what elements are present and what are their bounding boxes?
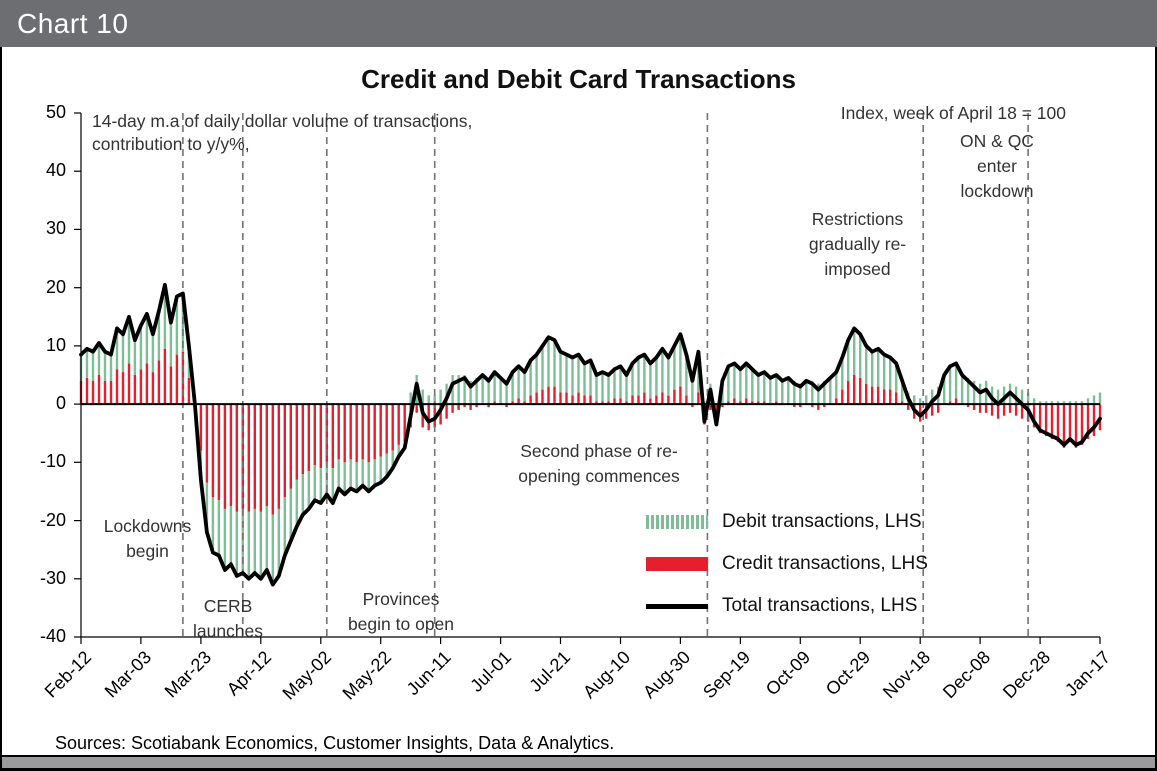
legend-item-total: Total transactions, LHS — [646, 594, 928, 618]
footer-band — [0, 757, 1157, 771]
legend-swatch-credit — [646, 557, 708, 571]
legend-item-label: Total transactions, LHS — [722, 595, 918, 616]
y-axis-tick-label: 30 — [45, 218, 66, 239]
annotation-cerb-launches: CERB launches — [192, 596, 264, 641]
annotation-second-phase: Second phase of re- opening commences — [518, 441, 680, 486]
annotation-on-qc-lockdown: ON & QC enter lockdown — [960, 131, 1034, 201]
legend-swatch-total — [646, 603, 708, 609]
chart-header-bar: Chart 10 — [0, 0, 1157, 47]
legend-swatch-debit — [646, 515, 708, 529]
legend-item-debit: Debit transactions, LHS — [646, 510, 928, 534]
page-border-right — [1155, 47, 1157, 771]
chart-number-label: Chart 10 — [17, 7, 129, 39]
y-axis-tick-label: 10 — [45, 334, 66, 355]
y-axis-tick-label: 20 — [45, 276, 66, 297]
legend-item-credit: Credit transactions, LHS — [646, 552, 928, 576]
dashed-event-lines — [182, 113, 1029, 637]
chart-title: Credit and Debit Card Transactions — [361, 64, 796, 94]
sources-note: Sources: Scotiabank Economics, Customer … — [55, 733, 615, 753]
legend-item-label: Credit transactions, LHS — [722, 553, 928, 574]
axis-note-left: 14-day m.a of daily dollar volume of tra… — [92, 111, 473, 154]
y-axis-tick-label: 0 — [55, 393, 66, 414]
debit-bars — [79, 284, 1102, 585]
annotation-lockdowns-begin: Lockdowns begin — [103, 516, 192, 561]
y-axis-tick-label: -20 — [39, 509, 66, 530]
legend-item-label: Debit transactions, LHS — [722, 511, 922, 532]
legend: Debit transactions, LHS Credit transactio… — [646, 510, 928, 636]
total-line — [79, 282, 1102, 587]
axes — [74, 112, 1101, 644]
page-border-bottom — [0, 768, 1157, 771]
annotation-restrictions-reimposed: Restrictions gradually re- imposed — [808, 209, 907, 279]
page-border-left — [0, 47, 2, 771]
axis-note-right: Index, week of April 18 = 100 — [840, 103, 1066, 123]
y-axis-tick-label: -30 — [39, 567, 66, 588]
annotation-provinces-open: Provinces begin to open — [347, 589, 455, 634]
y-axis-tick-label: -40 — [39, 626, 66, 646]
y-axis-tick-label: 40 — [45, 160, 66, 181]
y-axis-tick-label: -10 — [39, 451, 66, 472]
y-axis-tick-label: 50 — [45, 102, 66, 122]
bottom-rule — [0, 755, 1157, 757]
